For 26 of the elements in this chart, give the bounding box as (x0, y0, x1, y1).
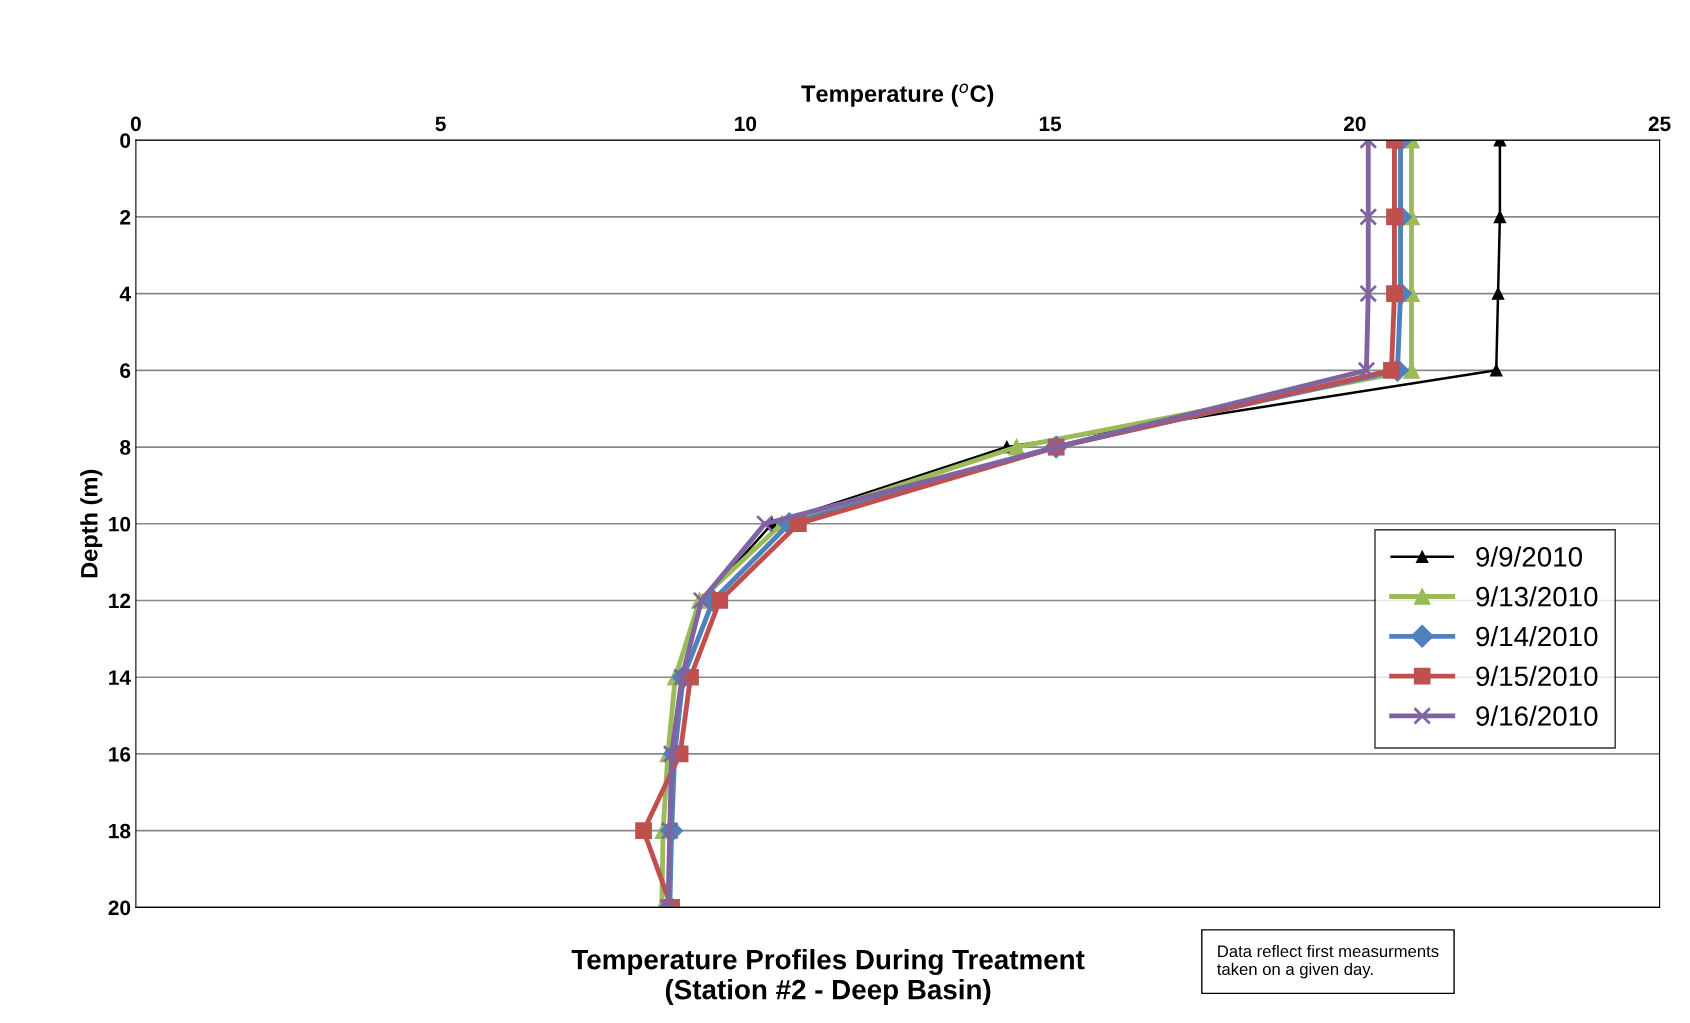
y-tick-label: 18 (109, 823, 131, 839)
legend-label: 9/15/2010 (1476, 665, 1598, 687)
x-tick-label: 20 (1343, 116, 1366, 132)
y-tick-label: 4 (119, 286, 131, 302)
text: Data reflect first measurments taken on a given day. (1217, 944, 1439, 979)
x-tick-label: 15 (1039, 116, 1062, 132)
x-tick-label: 25 (1648, 116, 1671, 132)
y-tick-label: 16 (109, 746, 131, 762)
legend-label: 9/14/2010 (1476, 625, 1598, 647)
x-tick-label: 0 (130, 116, 141, 132)
y-tick-label: 8 (120, 440, 131, 455)
x-tick-label: 10 (735, 116, 757, 132)
y-tick-label: 0 (120, 133, 131, 148)
y-tick-label: 12 (109, 593, 131, 609)
legend-label: 9/13/2010 (1476, 586, 1598, 607)
y-tick-label: 2 (120, 209, 131, 225)
y-tick-label: 14 (109, 670, 131, 685)
text: Temperature Profiles During Treatment (Station #2 - Deep Basin) (571, 949, 1085, 1005)
x-axis-title: Temperature ($^{o}$C) (801, 83, 994, 107)
x-tick-label: 5 (435, 116, 446, 132)
y-tick-label: 20 (108, 900, 131, 916)
y-axis-title: Depth (m) (80, 469, 103, 578)
legend-label: 9/16/2010 (1476, 705, 1598, 726)
y-tick-label: 6 (120, 363, 131, 379)
legend-label: 9/9/2010 (1476, 546, 1583, 567)
y-tick-label: 10 (109, 516, 131, 532)
